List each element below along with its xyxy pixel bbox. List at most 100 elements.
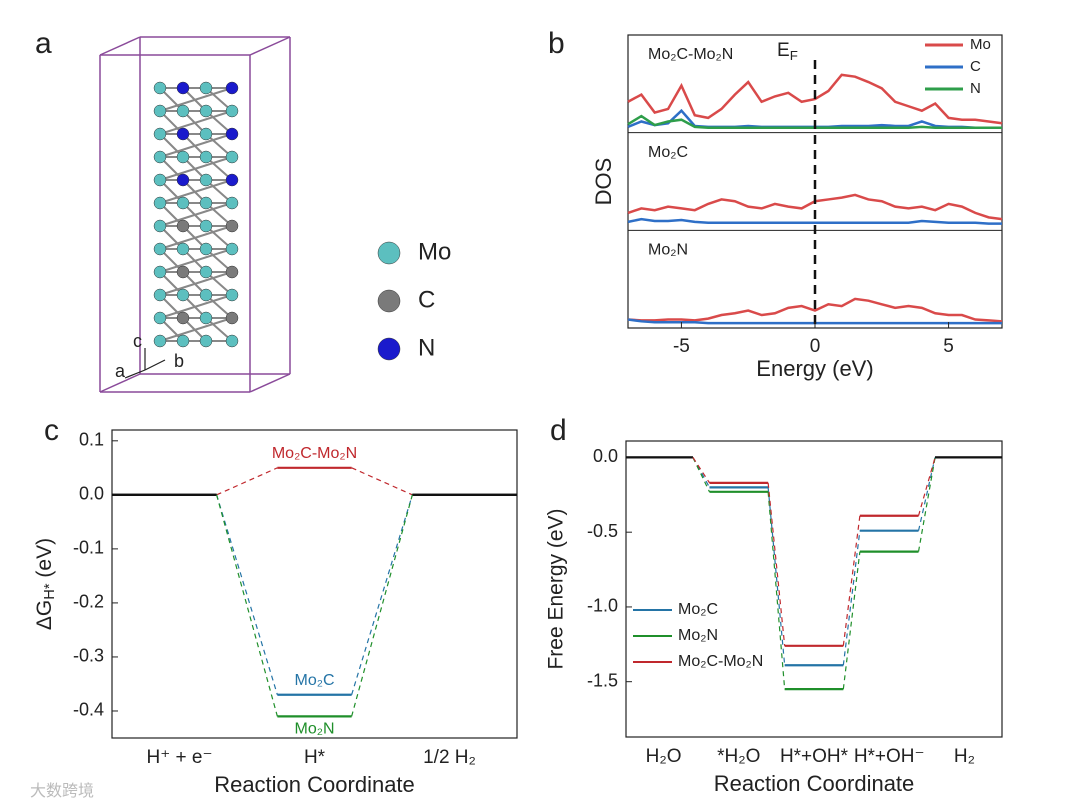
plot-frame [111, 429, 518, 739]
legend-label: Mo₂C-Mo₂N [678, 653, 763, 670]
atom [153, 104, 167, 118]
connector [216, 494, 278, 717]
atom [176, 150, 190, 164]
box-edge [249, 373, 291, 393]
box-edge [159, 317, 233, 342]
connector [767, 487, 786, 666]
box-edge [159, 294, 233, 319]
legend-label: Mo [970, 36, 991, 53]
atom [225, 196, 239, 210]
axis-letter: a [115, 361, 126, 381]
y-tick-label: -0.5 [587, 521, 618, 541]
box-edge [159, 133, 233, 158]
atom [199, 265, 213, 279]
atom [176, 288, 190, 302]
legend-label: N [418, 334, 435, 361]
atom [176, 104, 190, 118]
x-tick-label: H*+OH⁻ [854, 746, 925, 767]
panel-label: c [44, 414, 59, 447]
atom [176, 196, 190, 210]
legend-atom [377, 337, 401, 361]
box-edge [144, 359, 166, 371]
panel-title: Mo₂N [648, 242, 688, 259]
box-edge [124, 369, 146, 379]
y-tick-label: 0.1 [79, 430, 104, 450]
box-edge [99, 373, 141, 393]
atom [153, 196, 167, 210]
plot-frame [625, 440, 1003, 738]
axis-letter: b [174, 351, 184, 371]
dos-line [627, 297, 1003, 323]
fermi-label-sub: F [790, 48, 798, 63]
y-axis-title-main: ΔG [33, 600, 56, 630]
dos-line [627, 217, 1002, 225]
atom [199, 311, 213, 325]
atom [225, 242, 239, 256]
legend-atom [377, 241, 401, 265]
atom [199, 81, 213, 95]
atom [225, 173, 239, 187]
box-edge [249, 36, 291, 56]
atom [225, 219, 239, 233]
atom [199, 334, 213, 348]
box-edge [159, 156, 233, 181]
y-axis-title: ΔGH* (eV) [33, 538, 58, 630]
legend-label: Mo₂N [678, 627, 718, 644]
x-tick-label: 5 [943, 336, 954, 357]
atom [176, 334, 190, 348]
atom [199, 173, 213, 187]
atom [153, 311, 167, 325]
y-tick-label: -1.0 [587, 596, 618, 616]
atom [199, 219, 213, 233]
atom [153, 173, 167, 187]
connector [917, 457, 936, 552]
fermi-label: EF [777, 40, 798, 63]
atom [153, 150, 167, 164]
connector [767, 491, 786, 690]
atom [225, 127, 239, 141]
y-axis-title: DOS [591, 158, 616, 206]
dos-line [627, 73, 1003, 125]
atom [225, 334, 239, 348]
atom [225, 104, 239, 118]
y-tick-label: -0.1 [73, 538, 104, 558]
x-tick-label: H₂O [646, 746, 682, 767]
level-label: Mo₂N [295, 721, 335, 738]
connector [842, 515, 861, 646]
connector [842, 551, 861, 690]
atom [153, 219, 167, 233]
atom [153, 334, 167, 348]
atom [153, 81, 167, 95]
x-tick-label: H⁺ + e⁻ [147, 747, 213, 768]
connector [216, 467, 278, 496]
connector [351, 494, 413, 717]
y-axis-title: Free Energy (eV) [545, 508, 568, 669]
box-edge [159, 225, 233, 250]
atom [225, 81, 239, 95]
atom [225, 311, 239, 325]
connector [767, 482, 786, 646]
fermi-label-main: E [777, 40, 790, 61]
level-label: Mo₂C [295, 672, 335, 689]
legend-label: Mo [418, 238, 451, 265]
box-edge [159, 179, 233, 204]
atom [176, 81, 190, 95]
atom [199, 127, 213, 141]
atom [225, 265, 239, 279]
box-edge [159, 271, 233, 296]
panel-label: d [550, 414, 567, 447]
atom [199, 150, 213, 164]
atom [153, 265, 167, 279]
atom [225, 288, 239, 302]
panel-label: b [548, 27, 565, 60]
y-tick-label: 0.0 [593, 446, 618, 466]
x-tick-label: 1/2 H₂ [423, 747, 476, 768]
legend-label: N [970, 80, 981, 97]
x-tick-label: H₂ [954, 746, 975, 767]
connector [216, 494, 278, 695]
x-tick-label: *H₂O [717, 746, 760, 767]
atom [176, 173, 190, 187]
y-tick-label: -0.3 [73, 646, 104, 666]
axis-letter: c [133, 331, 142, 351]
atom [153, 127, 167, 141]
